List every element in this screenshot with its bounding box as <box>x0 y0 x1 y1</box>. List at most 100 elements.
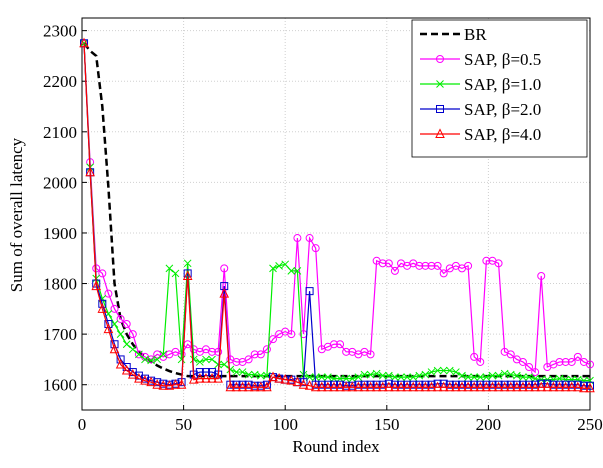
marker <box>390 381 400 392</box>
marker <box>280 374 291 384</box>
marker <box>469 381 479 392</box>
marker <box>292 376 303 387</box>
marker <box>214 360 222 369</box>
marker <box>573 380 582 389</box>
marker <box>336 380 345 389</box>
marker <box>579 382 589 393</box>
marker <box>268 371 278 382</box>
marker <box>444 381 455 392</box>
marker <box>421 380 430 389</box>
marker <box>525 373 533 381</box>
marker <box>195 373 205 383</box>
marker <box>103 323 114 334</box>
marker <box>164 380 175 390</box>
marker <box>141 355 149 364</box>
marker <box>457 381 467 392</box>
marker <box>452 368 460 376</box>
marker <box>202 355 210 364</box>
marker <box>439 366 448 375</box>
marker <box>530 381 540 392</box>
marker <box>237 381 248 392</box>
marker <box>238 368 247 376</box>
marker <box>110 304 119 313</box>
y-tick-label: 2300 <box>43 22 77 41</box>
marker <box>353 381 364 392</box>
marker <box>177 355 186 364</box>
y-tick-label: 2200 <box>43 72 77 91</box>
marker <box>512 381 522 392</box>
marker <box>121 364 132 375</box>
marker <box>585 382 595 393</box>
marker <box>305 234 314 243</box>
marker <box>147 356 155 365</box>
marker <box>208 347 217 356</box>
marker <box>360 380 369 389</box>
marker <box>506 350 515 359</box>
marker <box>183 259 192 268</box>
marker <box>91 280 102 291</box>
y-tick-label: 1900 <box>43 224 77 243</box>
marker <box>499 381 510 392</box>
marker <box>421 370 430 379</box>
marker <box>208 355 216 364</box>
marker <box>158 380 169 390</box>
marker <box>505 381 516 392</box>
marker <box>567 380 576 389</box>
marker <box>500 380 509 389</box>
marker <box>518 380 527 389</box>
marker <box>500 369 509 378</box>
marker <box>329 381 339 392</box>
marker <box>518 357 527 366</box>
marker <box>115 358 126 369</box>
marker <box>347 381 358 392</box>
marker <box>384 371 393 380</box>
marker <box>317 373 326 381</box>
marker <box>196 358 204 366</box>
marker <box>531 380 540 389</box>
marker <box>378 380 387 389</box>
marker <box>323 381 333 392</box>
marker <box>537 271 546 280</box>
plot-frame <box>81 17 591 411</box>
marker <box>482 373 491 381</box>
marker <box>378 371 387 380</box>
marker <box>134 373 144 383</box>
legend-label: BR <box>464 25 487 44</box>
marker <box>415 380 424 389</box>
marker <box>214 347 223 356</box>
marker <box>396 381 406 392</box>
marker <box>104 289 113 298</box>
marker <box>451 381 461 392</box>
legend-label: SAP, β=2.0 <box>464 100 541 119</box>
marker <box>201 368 210 377</box>
marker <box>116 314 125 323</box>
marker <box>122 340 131 349</box>
marker <box>286 375 297 385</box>
marker <box>525 380 534 389</box>
marker <box>316 381 327 392</box>
marker <box>420 381 431 392</box>
marker <box>415 261 424 270</box>
marker <box>481 381 492 392</box>
marker <box>188 374 199 384</box>
marker <box>377 381 388 392</box>
marker <box>436 105 444 113</box>
marker <box>201 373 211 383</box>
marker <box>359 381 370 392</box>
marker <box>109 343 120 354</box>
marker <box>384 259 393 268</box>
marker <box>165 264 174 273</box>
marker <box>354 373 363 381</box>
marker <box>219 288 230 298</box>
marker <box>311 380 320 389</box>
marker <box>153 355 162 364</box>
marker <box>586 381 594 390</box>
y-tick-label: 1800 <box>43 275 77 294</box>
marker <box>323 380 332 389</box>
marker <box>231 381 242 392</box>
marker <box>445 380 454 389</box>
marker <box>238 380 247 389</box>
marker <box>341 381 351 392</box>
marker <box>506 370 515 379</box>
marker <box>464 373 472 381</box>
